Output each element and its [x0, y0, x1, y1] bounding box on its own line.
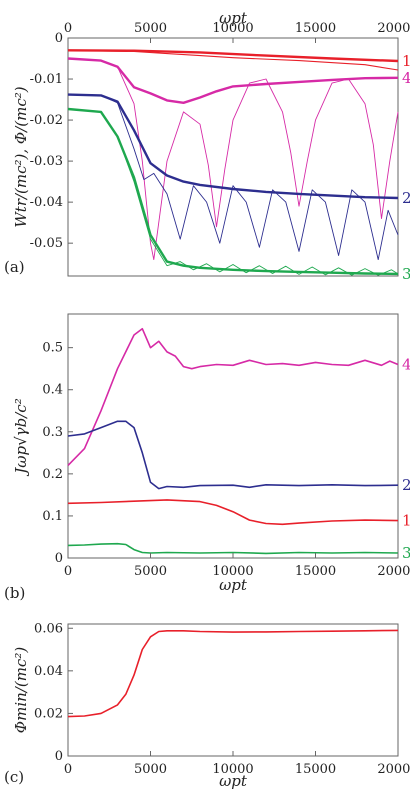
series-line — [67, 327, 399, 466]
y-tick-label: 0.3 — [42, 425, 63, 440]
series-label: 3 — [402, 265, 410, 283]
panel-b-series: 4 2 1 3 — [67, 327, 410, 562]
series-label: 1 — [402, 52, 410, 70]
y-tick-label: 0.2 — [42, 467, 63, 482]
panel-b-letter: (b) — [4, 584, 25, 602]
y-tick-label: 0.1 — [42, 509, 63, 524]
y-tick-label: 0.02 — [34, 706, 63, 721]
panel-a-xlabel: ωpt — [219, 9, 248, 27]
x-tick-label: 15000 — [295, 21, 336, 36]
series-label: 2 — [402, 476, 410, 494]
x-tick-label: 10000 — [212, 762, 253, 777]
x-tick-label: 5000 — [134, 21, 167, 36]
y-tick-label: -0.01 — [30, 72, 63, 87]
series-label: 4 — [402, 355, 410, 373]
panel-c-letter: (c) — [4, 768, 24, 786]
series-line — [67, 629, 399, 718]
series-line — [67, 94, 399, 261]
series-line — [67, 57, 399, 105]
series-line — [67, 108, 399, 276]
x-tick-label: 5000 — [134, 762, 167, 777]
panel-b-xlabel: ωpt — [219, 576, 248, 594]
series-line — [67, 420, 399, 490]
series-line — [67, 542, 399, 555]
series-label: 2 — [402, 189, 410, 207]
series-line — [67, 499, 399, 526]
y-tick-label: 0 — [55, 551, 63, 566]
series-label: 4 — [402, 69, 410, 87]
y-tick-label: 0.04 — [34, 664, 63, 679]
y-tick-label: -0.02 — [30, 113, 63, 128]
x-tick-label: 5000 — [134, 564, 167, 579]
panel-c-series — [67, 629, 399, 718]
series-line — [67, 49, 399, 63]
x-tick-label: 10000 — [212, 21, 253, 36]
y-tick-label: -0.04 — [30, 195, 63, 210]
series-line — [67, 93, 399, 200]
series-line — [67, 58, 399, 261]
panel-c-ylabel: Φmin/(mc²) — [12, 647, 30, 734]
y-tick-label: 0 — [55, 31, 63, 46]
x-tick-label: 15000 — [295, 762, 336, 777]
series-label: 1 — [402, 512, 410, 530]
y-tick-label: -0.03 — [30, 154, 63, 169]
series-line — [67, 49, 399, 71]
y-tick-label: -0.05 — [30, 236, 63, 251]
panel-c-xlabel: ωpt — [219, 772, 248, 790]
panel-b-frame — [67, 313, 399, 559]
y-tick-label: 0.06 — [34, 621, 63, 636]
y-tick-label: 0.5 — [42, 341, 63, 356]
panel-a-ylabel: Wtr/(mc²), Φ/(mc²) — [12, 86, 30, 227]
panel-c-frame — [67, 623, 399, 757]
panel-a-frame — [67, 37, 399, 277]
x-tick-label: 0 — [64, 564, 72, 579]
x-tick-label: 0 — [64, 762, 72, 777]
y-tick-label: 0 — [55, 749, 63, 764]
panel-b-ylabel: Jωp√γb/c² — [12, 398, 30, 476]
panel-a-letter: (a) — [4, 258, 25, 276]
x-tick-label: 15000 — [295, 564, 336, 579]
x-tick-label: 0 — [64, 21, 72, 36]
y-tick-label: 0.4 — [42, 383, 63, 398]
series-label: 3 — [402, 544, 410, 562]
panel-a-series: 14 2 3 — [67, 49, 410, 283]
x-tick-label: 10000 — [212, 564, 253, 579]
series-line — [67, 107, 399, 276]
